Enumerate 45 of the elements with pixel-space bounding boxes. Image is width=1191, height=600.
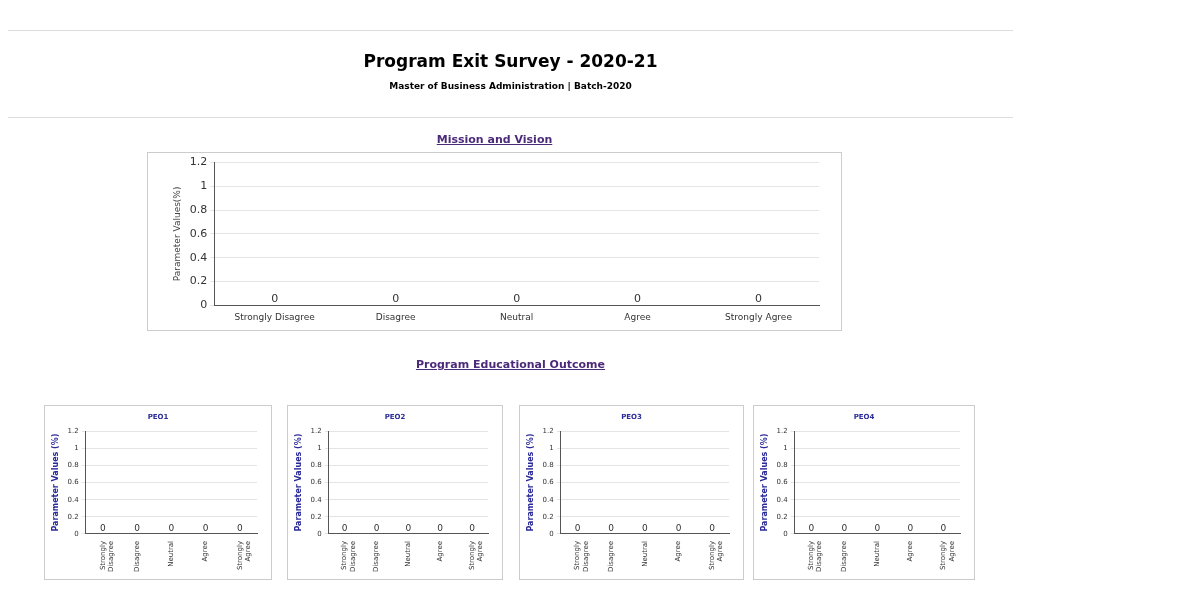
data-label: 0 [940, 522, 947, 533]
data-label: 0 [808, 522, 815, 533]
x-tick-label: Strongly Disagree [234, 311, 316, 322]
data-label: 0 [755, 291, 763, 305]
chart-title: Mission and Vision [435, 132, 554, 148]
y-tick-label: 0.2 [189, 274, 208, 288]
data-label: 0 [608, 522, 615, 533]
y-tick-label: 0.6 [189, 226, 208, 240]
data-label: 0 [469, 522, 476, 533]
data-label: 0 [373, 522, 380, 533]
text: Program Exit Survey - 2020-21 [362, 51, 659, 71]
data-label: 0 [392, 291, 400, 305]
y-axis-title: Parameter Values (%) [759, 433, 769, 532]
data-label: 0 [574, 522, 581, 533]
data-label: 0 [513, 291, 521, 305]
data-label: 0 [134, 522, 141, 533]
data-label: 0 [437, 522, 444, 533]
x-tick-label: Disagree [375, 311, 417, 322]
data-label: 0 [271, 291, 279, 305]
data-label: 0 [874, 522, 881, 533]
x-tick-label: Agree [624, 311, 652, 322]
data-label: 0 [709, 522, 716, 533]
y-tick-label: 0.8 [189, 202, 208, 216]
y-axis-title: Parameter Values (%) [50, 433, 60, 532]
x-tick-label: Neutral [500, 311, 534, 322]
y-tick-label: 0 [200, 298, 208, 312]
data-label: 0 [341, 522, 348, 533]
y-tick-label: 1.2 [189, 155, 208, 169]
data-label: 0 [405, 522, 412, 533]
data-label: 0 [907, 522, 914, 533]
y-tick-label: 1 [200, 179, 208, 193]
text: Master of Business Administration | Batch-2020 [388, 81, 633, 91]
data-label: 0 [237, 522, 244, 533]
y-tick-label: 0.4 [189, 250, 208, 264]
data-label: 0 [168, 522, 175, 533]
y-axis-title: Parameter Values(%) [171, 186, 182, 282]
text: Program Educational Outcome [415, 358, 606, 371]
y-axis-title: Parameter Values (%) [525, 433, 535, 532]
data-label: 0 [99, 522, 106, 533]
data-label: 0 [642, 522, 648, 533]
x-tick-label: Strongly Agree [725, 311, 793, 322]
data-label: 0 [841, 522, 848, 533]
data-label: 0 [675, 522, 682, 533]
data-label: 0 [634, 291, 642, 305]
y-axis-title: Parameter Values (%) [293, 433, 303, 532]
